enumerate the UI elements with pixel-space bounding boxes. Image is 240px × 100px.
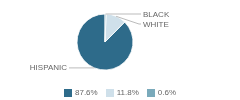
- svg-text:WHITE: WHITE: [143, 20, 169, 29]
- svg-text:BLACK: BLACK: [143, 10, 170, 19]
- html-text:11.8%: 11.8%: [116, 88, 139, 97]
- html-text:87.6%: 87.6%: [75, 88, 98, 97]
- svg-text:HISPANIC: HISPANIC: [30, 63, 67, 72]
- html-text:0.6%: 0.6%: [157, 88, 176, 97]
